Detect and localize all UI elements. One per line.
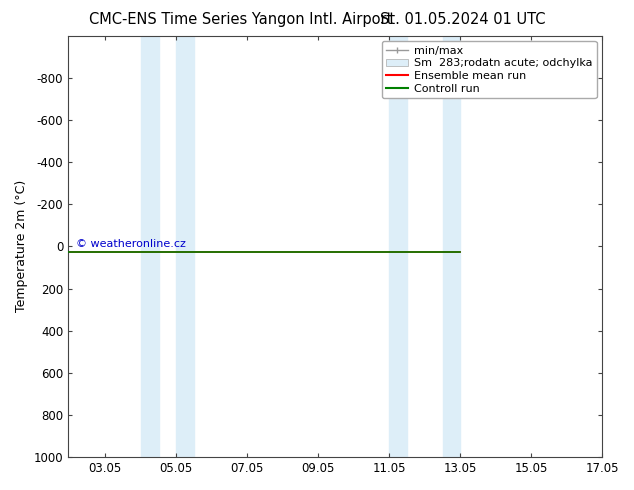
Legend: min/max, Sm  283;rodatn acute; odchylka, Ensemble mean run, Controll run: min/max, Sm 283;rodatn acute; odchylka, … [382,41,597,98]
Y-axis label: Temperature 2m (°C): Temperature 2m (°C) [15,180,28,313]
Bar [389,36,407,457]
Bar [176,36,194,457]
Bar [443,36,460,457]
Text: CMC-ENS Time Series Yangon Intl. Airport: CMC-ENS Time Series Yangon Intl. Airport [89,12,392,27]
Text: © weatheronline.cz: © weatheronline.cz [76,239,186,249]
Text: St. 01.05.2024 01 UTC: St. 01.05.2024 01 UTC [380,12,546,27]
Bar [141,36,158,457]
